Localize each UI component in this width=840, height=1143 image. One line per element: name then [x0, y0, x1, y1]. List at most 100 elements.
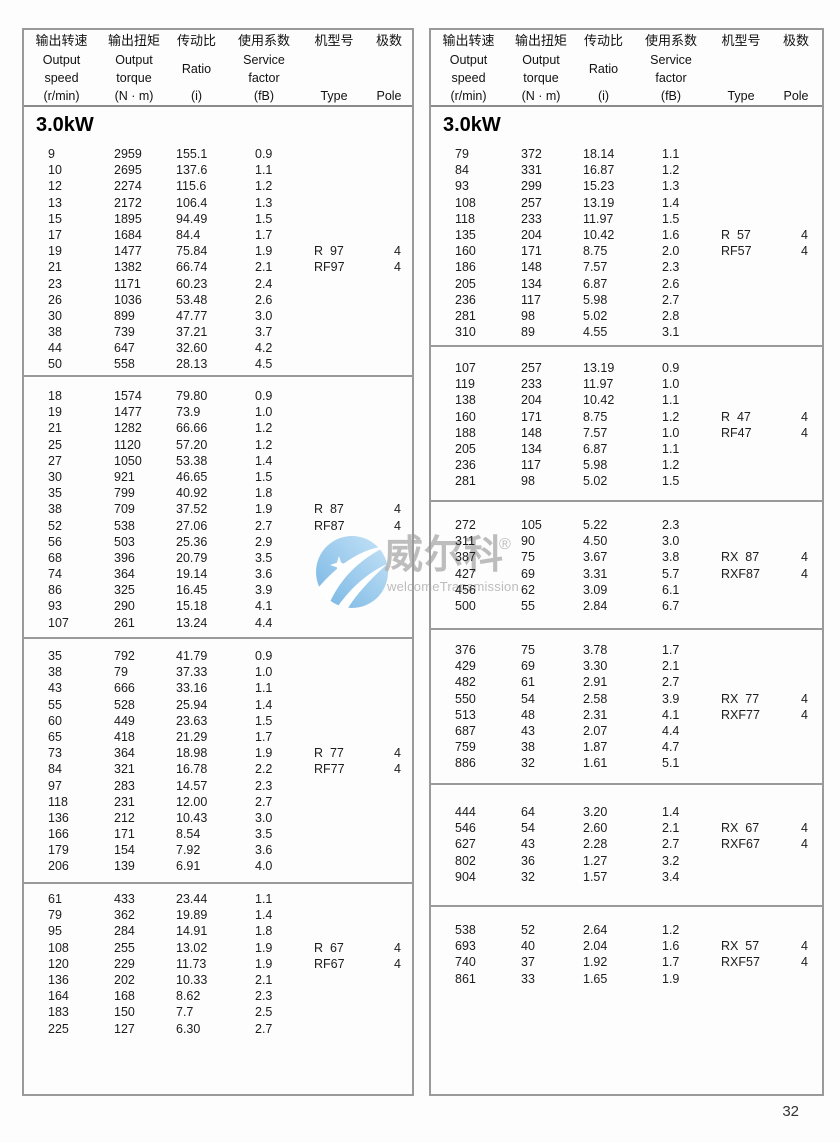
cell-service-factor: 3.5: [255, 827, 273, 842]
cell-output-torque: 61: [521, 675, 535, 690]
table-row: 225 127 6.30 2.7: [24, 1021, 412, 1037]
cell-pole: [364, 713, 414, 729]
table-row: 118 231 12.00 2.7: [24, 794, 412, 810]
cell-output-speed: 138: [455, 393, 476, 408]
cell-output-speed: 387: [455, 550, 476, 565]
watermark-brand-slogan: welcomeTransmission: [387, 579, 519, 594]
table-row: 73 364 18.98 1.9 R 77 4: [24, 745, 412, 761]
table-row: 861 33 1.65 1.9: [431, 971, 822, 987]
cell-type: RF57: [721, 244, 752, 259]
cell-output-torque: 117: [521, 292, 541, 307]
cell-output-torque: 139: [114, 859, 135, 874]
cell-output-speed: 136: [48, 810, 69, 825]
cell-type: [304, 324, 364, 340]
cell-type: R 47: [721, 409, 751, 424]
cell-pole: [771, 723, 821, 739]
cell-output-torque: 921: [114, 469, 135, 484]
cell-ratio: 106.4: [176, 195, 208, 210]
cell-output-torque: 105: [521, 518, 542, 532]
cell-service-factor: 1.1: [662, 147, 680, 161]
cell-pole: 4: [801, 227, 808, 242]
cell-output-torque: 1050: [114, 453, 142, 468]
table-row: 387 75 3.67 3.8 RX 87 4: [431, 549, 822, 565]
cell-output-torque: 154: [114, 843, 135, 858]
cell-pole: [771, 922, 821, 938]
table-row: 186 148 7.57 2.3: [431, 259, 822, 275]
col-header-ratio: 传动比 Ratio (i): [583, 33, 623, 103]
cell-type: [304, 794, 364, 810]
cell-output-speed: 120: [48, 956, 69, 971]
cell-service-factor: 4.5: [255, 357, 273, 372]
cell-output-speed: 79: [455, 147, 469, 161]
cell-pole: 4: [394, 518, 401, 533]
cell-ratio: 1.57: [583, 869, 608, 884]
cell-service-factor: 0.9: [255, 649, 273, 663]
spec-block: 79 372 18.14 1.1 84 331 16.87 1.2 93 299 15.23 1.3 1…: [431, 142, 822, 345]
table-row: 65 418 21.29 1.7: [24, 729, 412, 745]
table-row: 759 38 1.87 4.7: [431, 739, 822, 755]
table-row: 13 2172 106.4 1.3: [24, 195, 412, 211]
cell-ratio: 2.60: [583, 821, 608, 836]
cell-output-torque: 98: [521, 474, 535, 489]
cell-service-factor: 2.1: [662, 659, 680, 674]
cell-output-torque: 1382: [114, 260, 142, 275]
cell-pole: [771, 259, 821, 275]
cell-output-torque: 362: [114, 908, 135, 923]
table-row: 21 1282 66.66 1.2: [24, 420, 412, 436]
cell-type: [304, 729, 364, 745]
cell-type: [304, 842, 364, 858]
cell-ratio: 27.06: [176, 518, 208, 533]
cell-output-torque: 64: [521, 805, 535, 819]
spec-table-left: 输出转速 Output speed (r/min) 输出扭矩 Output to…: [22, 28, 414, 1096]
cell-output-torque: 1036: [114, 292, 142, 307]
cell-ratio: 3.30: [583, 659, 608, 674]
table-row: 61 433 23.44 1.1: [24, 891, 412, 907]
cell-service-factor: 1.5: [255, 211, 273, 226]
cell-pole: [771, 853, 821, 869]
cell-output-speed: 15: [48, 211, 62, 226]
cell-pole: [771, 211, 821, 227]
cell-ratio: 18.98: [176, 746, 208, 761]
cell-output-torque: 54: [521, 691, 535, 706]
cell-service-factor: 1.1: [662, 393, 680, 408]
cell-output-torque: 2695: [114, 163, 142, 178]
cell-type: [711, 211, 771, 227]
cell-ratio: 18.14: [583, 147, 615, 161]
cell-ratio: 53.38: [176, 453, 208, 468]
cell-output-speed: 205: [455, 441, 476, 456]
cell-pole: [771, 804, 821, 820]
cell-pole: [364, 453, 414, 469]
table-row: 30 921 46.65 1.5: [24, 469, 412, 485]
cell-ratio: 8.54: [176, 827, 201, 842]
cell-service-factor: 4.2: [255, 341, 273, 356]
col-header-service-factor: 使用系数 Service factor (fB): [237, 33, 290, 103]
cell-ratio: 37.33: [176, 665, 208, 680]
table-row: 118 233 11.97 1.5: [431, 211, 822, 227]
cell-service-factor: 4.4: [662, 723, 680, 738]
cell-service-factor: 3.9: [662, 691, 680, 706]
table-row: 55 528 25.94 1.4: [24, 697, 412, 713]
cell-pole: 4: [801, 409, 808, 424]
cell-output-speed: 43: [48, 681, 62, 696]
cell-type: [304, 178, 364, 194]
cell-output-speed: 376: [455, 643, 476, 657]
cell-service-factor: 1.4: [255, 697, 273, 712]
spec-block: 9 2959 155.1 0.9 10 2695 137.6 1.1 12 2274 115.6 1.…: [24, 142, 412, 375]
cell-type: [304, 972, 364, 988]
cell-service-factor: 1.2: [662, 458, 680, 473]
cell-output-torque: 418: [114, 729, 135, 744]
cell-output-torque: 204: [521, 227, 542, 242]
cell-output-speed: 74: [48, 567, 62, 582]
cell-ratio: 5.22: [583, 518, 608, 532]
cell-service-factor: 1.0: [255, 405, 273, 420]
cell-pole: [771, 869, 821, 885]
cell-type: [304, 1004, 364, 1020]
cell-service-factor: 4.1: [255, 599, 273, 614]
cell-service-factor: 0.9: [255, 389, 273, 403]
cell-service-factor: 1.1: [255, 163, 273, 178]
cell-type: [711, 473, 771, 489]
cell-output-torque: 134: [521, 276, 542, 291]
cell-ratio: 7.7: [176, 1005, 194, 1020]
cell-ratio: 84.4: [176, 227, 201, 242]
cell-ratio: 2.04: [583, 939, 608, 954]
